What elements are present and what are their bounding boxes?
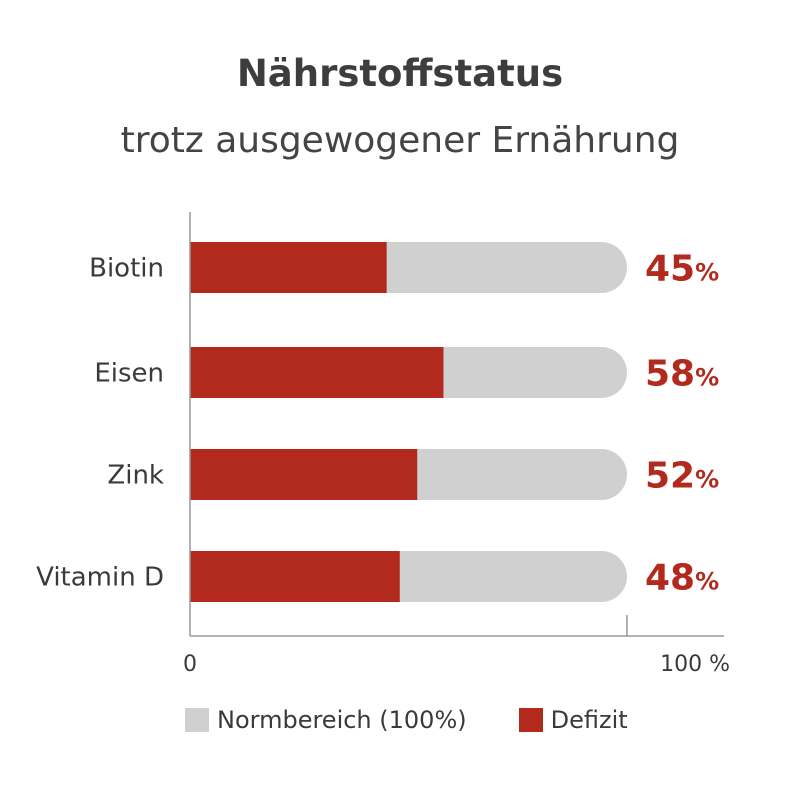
bar-defizit — [190, 551, 400, 602]
legend: Normbereich (100%) Defizit — [185, 706, 628, 734]
data-label-suffix: % — [695, 259, 719, 287]
data-label: 45% — [645, 249, 719, 290]
category-label: Vitamin D — [36, 563, 164, 593]
data-label-value: 58 — [645, 354, 695, 395]
legend-swatch-defizit — [518, 708, 543, 732]
data-label: 58% — [645, 354, 719, 395]
legend-swatch-normbereich — [185, 708, 209, 732]
x-tick-label: 0 — [183, 652, 197, 677]
data-label: 48% — [645, 558, 719, 599]
data-label-suffix: % — [695, 466, 719, 494]
chart-title: Nährstoffstatus — [236, 52, 564, 95]
legend-label-defizit: Defizit — [550, 706, 628, 734]
category-label: Eisen — [94, 359, 164, 389]
data-label-suffix: % — [695, 364, 719, 392]
bar-defizit — [190, 449, 418, 500]
data-label-suffix: % — [695, 568, 719, 596]
chart-subtitle: trotz ausgewogener Ernährung — [120, 120, 680, 161]
data-label-value: 52 — [645, 456, 695, 497]
data-label-value: 45 — [645, 249, 695, 290]
category-label: Zink — [107, 461, 164, 491]
bar-defizit — [190, 242, 387, 293]
data-label-value: 48 — [645, 558, 695, 599]
data-label: 52% — [645, 456, 719, 497]
category-label: Biotin — [89, 254, 164, 284]
x-tick-label: 100 % — [660, 652, 730, 677]
bar-defizit — [190, 347, 444, 398]
legend-label-normbereich: Normbereich (100%) — [217, 706, 467, 734]
